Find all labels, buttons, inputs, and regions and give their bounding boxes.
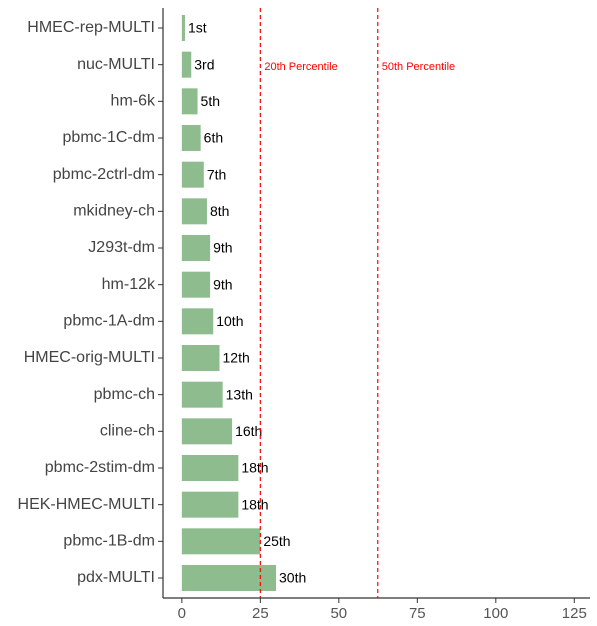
value-label: 9th [213, 276, 232, 292]
value-label: 10th [216, 313, 243, 329]
x-tick-label: 0 [178, 605, 186, 622]
value-label: 6th [204, 130, 223, 146]
bar [181, 125, 201, 151]
y-tick-label: HMEC-orig-MULTI [24, 349, 155, 366]
y-tick-label: pbmc-ch [94, 386, 155, 403]
bar [181, 161, 204, 188]
value-label: 13th [226, 386, 253, 402]
y-tick-label: pbmc-1B-dm [63, 533, 155, 550]
value-label: 7th [207, 166, 226, 182]
bar [181, 15, 185, 41]
y-tick-label: HEK-HMEC-MULTI [18, 496, 155, 513]
bar [181, 418, 233, 445]
bar [181, 565, 277, 591]
value-label: 30th [279, 570, 306, 586]
x-tick-label: 75 [409, 605, 426, 622]
x-tick-label: 125 [562, 605, 587, 622]
y-tick-label: hm-12k [102, 276, 156, 293]
bar [181, 491, 239, 518]
y-tick-label: pbmc-1C-dm [63, 129, 155, 146]
y-tick-label: pbmc-2ctrl-dm [53, 166, 155, 183]
x-tick-label: 25 [252, 605, 269, 622]
bar [181, 235, 211, 261]
y-tick-label: pbmc-2stim-dm [45, 459, 155, 476]
value-label: 3rd [194, 56, 214, 72]
y-tick-label: cline-ch [100, 423, 155, 440]
value-label: 25th [263, 533, 290, 549]
bar [181, 528, 261, 555]
bar [181, 455, 239, 481]
y-tick-label: HMEC-rep-MULTI [27, 19, 155, 36]
bar [181, 308, 214, 335]
y-tick-label: nuc-MULTI [77, 56, 155, 73]
value-label: 8th [210, 203, 229, 219]
value-label: 5th [201, 93, 220, 109]
y-tick-label: hm-6k [111, 93, 156, 110]
x-tick-label: 100 [483, 605, 508, 622]
bar [181, 88, 198, 115]
value-label: 12th [223, 350, 250, 366]
y-tick-label: pdx-MULTI [77, 569, 155, 586]
bar [181, 271, 211, 298]
value-label: 18th [241, 496, 268, 512]
bar [181, 381, 223, 408]
reference-label: 50th Percentile [382, 61, 455, 73]
x-tick-label: 50 [330, 605, 347, 622]
value-label: 9th [213, 240, 232, 256]
y-tick-label: J293t-dm [88, 239, 155, 256]
reference-label: 20th Percentile [264, 61, 337, 73]
value-label: 16th [235, 423, 262, 439]
value-label: 18th [241, 460, 268, 476]
bar [181, 345, 220, 371]
y-tick-label: mkidney-ch [73, 203, 155, 220]
bar [181, 51, 192, 78]
y-tick-label: pbmc-1A-dm [63, 313, 155, 330]
bar [181, 198, 207, 225]
value-label: 1st [188, 20, 207, 36]
